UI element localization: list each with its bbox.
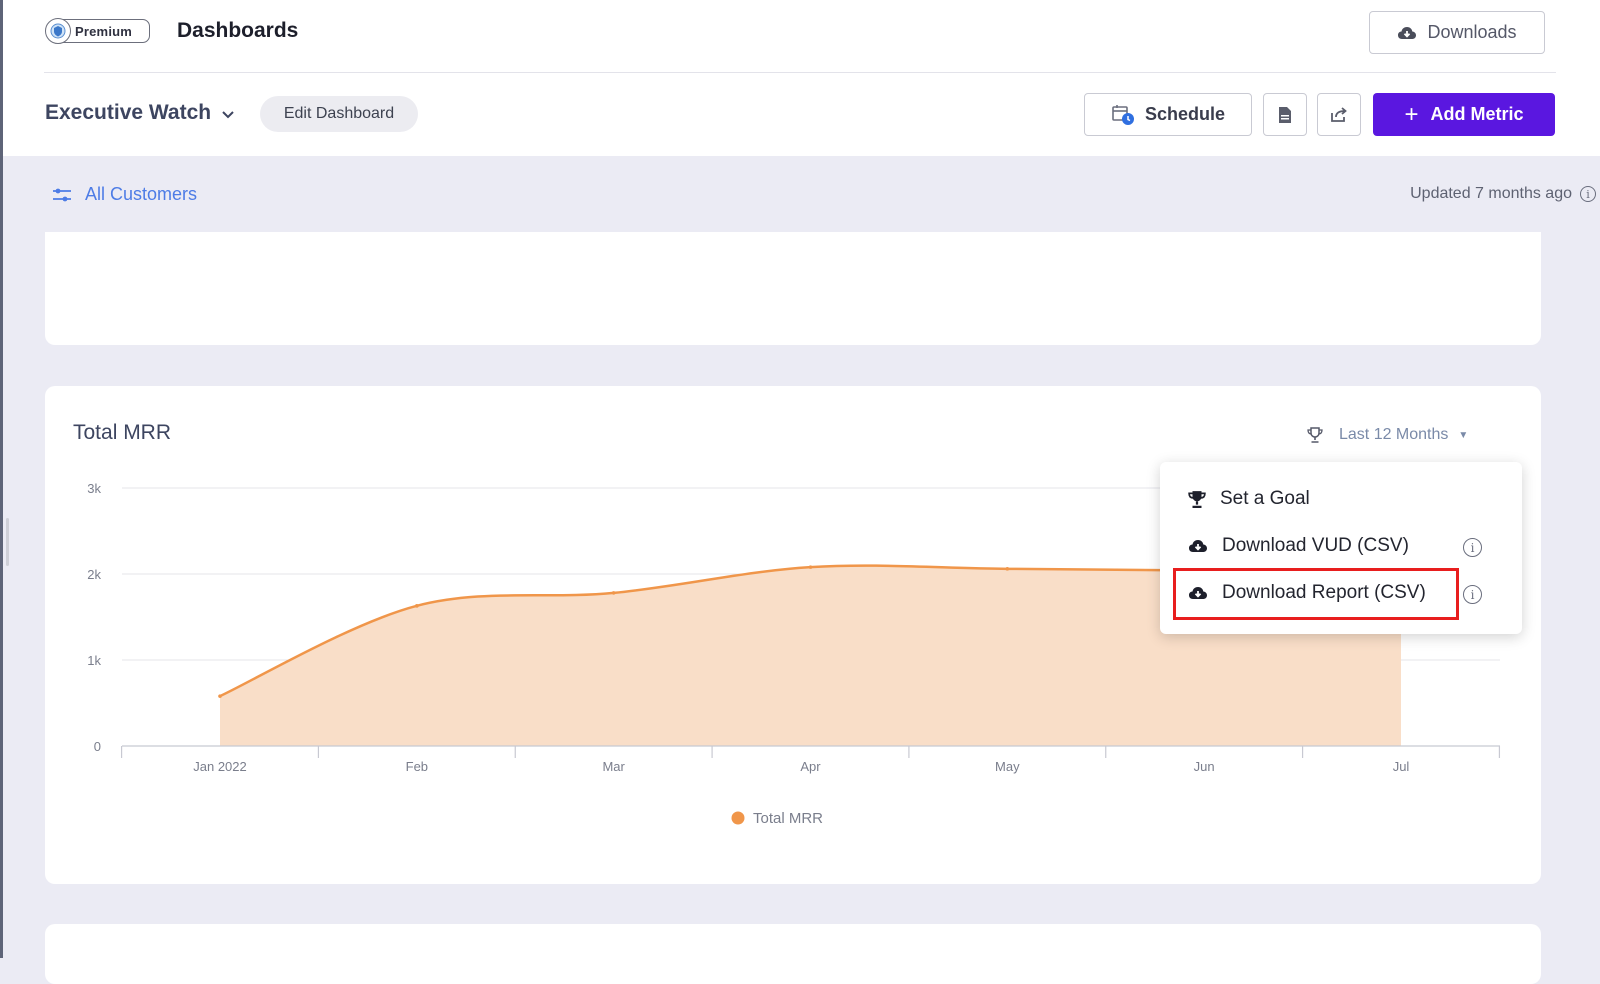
resize-handle[interactable] (6, 518, 9, 566)
chevron-down-icon (222, 110, 234, 118)
x-tick-label: Jul (1393, 759, 1410, 774)
calendar-clock-icon (1112, 104, 1134, 125)
downloads-button[interactable]: Downloads (1369, 11, 1545, 54)
report-info-icon[interactable]: i (1463, 585, 1482, 604)
schedule-button[interactable]: Schedule (1084, 93, 1252, 136)
pdf-file-icon (1279, 106, 1291, 123)
customer-filter[interactable]: All Customers (52, 184, 197, 205)
window-left-edge (0, 0, 3, 958)
dashboard-selector[interactable]: Executive Watch (45, 101, 235, 125)
set-goal-menu-item[interactable]: Set a Goal (1188, 488, 1310, 510)
y-tick-label: 1k (87, 653, 101, 668)
info-icon[interactable]: i (1580, 186, 1596, 202)
cloud-download-icon (1189, 587, 1207, 599)
page-title: Dashboards (177, 19, 299, 42)
add-metric-label: Add Metric (1430, 104, 1524, 124)
series-area-total-mrr (220, 565, 1401, 746)
updated-status: Updated 7 months ago i (1410, 185, 1596, 203)
caret-down-icon: ▼ (1458, 429, 1469, 441)
data-point (415, 604, 419, 608)
x-tick-label: Apr (800, 759, 821, 774)
x-tick-label: Jan 2022 (193, 759, 247, 774)
premium-badge: Premium (45, 18, 150, 44)
updated-text: Updated 7 months ago (1410, 185, 1572, 202)
metric-card-placeholder (45, 232, 1541, 345)
cloud-download-icon (1189, 540, 1207, 552)
download-report-label: Download Report (CSV) (1222, 582, 1426, 603)
x-tick-label: Feb (406, 759, 428, 774)
x-tick-label: Jun (1194, 759, 1215, 774)
share-button[interactable] (1317, 93, 1361, 136)
pdf-export-button[interactable] (1263, 93, 1307, 136)
downloads-label: Downloads (1427, 22, 1517, 42)
y-tick-label: 0 (94, 739, 101, 754)
metric-options-menu: Set a Goal Download VUD (CSV) i Download… (1160, 462, 1522, 634)
set-goal-label: Set a Goal (1220, 488, 1310, 509)
period-selector[interactable]: Last 12 Months ▼ (1307, 426, 1468, 444)
dashboard-name: Executive Watch (45, 101, 212, 124)
y-tick-label: 2k (87, 567, 101, 582)
filter-sliders-icon (53, 188, 71, 201)
trophy-icon (1307, 427, 1323, 443)
plus-icon: + (1404, 100, 1419, 128)
legend-marker (731, 811, 745, 825)
cloud-download-icon (1398, 26, 1417, 39)
shield-icon (45, 18, 71, 44)
y-tick-label: 3k (87, 481, 101, 496)
data-point (611, 591, 616, 595)
chart-title: Total MRR (73, 421, 172, 444)
download-vud-menu-item[interactable]: Download VUD (CSV) (1188, 535, 1409, 557)
period-label: Last 12 Months (1339, 426, 1449, 443)
schedule-label: Schedule (1144, 104, 1226, 124)
data-point (1005, 567, 1010, 571)
trophy-icon (1188, 491, 1206, 508)
premium-label: Premium (75, 23, 133, 39)
edit-dashboard-button[interactable]: Edit Dashboard (260, 96, 418, 132)
vud-info-icon[interactable]: i (1463, 538, 1482, 557)
download-report-menu-item[interactable]: Download Report (CSV) (1188, 582, 1426, 604)
legend-label: Total MRR (753, 810, 823, 827)
x-tick-label: Mar (602, 759, 625, 774)
download-vud-label: Download VUD (CSV) (1222, 535, 1409, 556)
filter-label: All Customers (85, 184, 198, 204)
data-point (218, 694, 222, 698)
total-mrr-chart: 0 1k 2k 3k Jan 2022 Feb Mar Apr May Jun Jul Total M… (87, 481, 1501, 827)
add-metric-button[interactable]: + Add Metric (1373, 93, 1555, 136)
data-point (808, 565, 813, 569)
x-tick-label: May (995, 759, 1020, 774)
share-icon (1331, 106, 1347, 122)
header-divider (44, 72, 1556, 73)
